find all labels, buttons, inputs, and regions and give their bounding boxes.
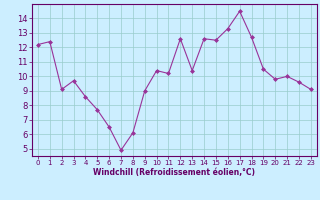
X-axis label: Windchill (Refroidissement éolien,°C): Windchill (Refroidissement éolien,°C) (93, 168, 255, 177)
